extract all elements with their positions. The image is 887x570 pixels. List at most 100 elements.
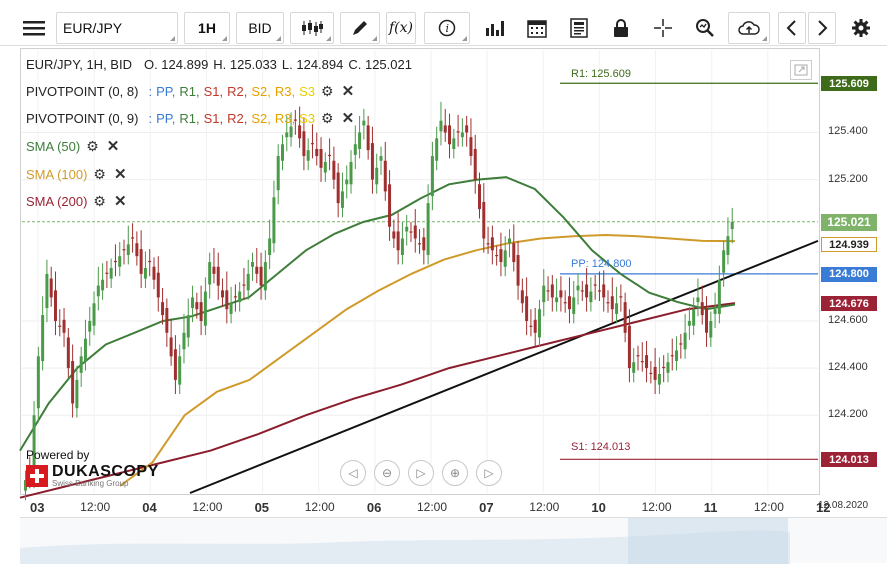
indicator-sma-50[interactable]: SMA (50) ⚙ ✕	[26, 137, 120, 156]
price-side-selector[interactable]: BID	[236, 12, 284, 44]
zoom-in-icon: ⊕	[449, 466, 461, 480]
indicator-name: PIVOTPOINT (0, 9)	[26, 110, 139, 126]
lock-button[interactable]	[604, 12, 638, 44]
expand-button[interactable]	[790, 60, 812, 80]
timeframe-selector[interactable]: 1H	[184, 12, 230, 44]
close-icon[interactable]: ✕	[341, 110, 355, 127]
crosshair-button[interactable]	[646, 12, 680, 44]
zoom-out-button[interactable]: ⊖	[374, 460, 400, 486]
candles-icon	[302, 20, 323, 36]
drawing-button[interactable]	[340, 12, 380, 44]
close-icon[interactable]: ✕	[113, 166, 127, 183]
candle-body	[563, 302, 567, 304]
pivot-s2: S2,	[251, 83, 271, 99]
candle-body	[435, 138, 439, 161]
zoom-icon	[696, 19, 714, 37]
candle-body	[465, 125, 469, 133]
pivot-s3: S3	[299, 83, 315, 99]
dukascopy-logo: Powered by DUKASCOPY Swiss Banking Group	[26, 448, 159, 488]
zoom-in-button[interactable]: ⊕	[442, 460, 468, 486]
candle-body	[623, 302, 627, 333]
close-icon[interactable]: ✕	[106, 138, 120, 155]
calendar-button[interactable]	[520, 12, 554, 44]
candle-body	[627, 325, 631, 369]
scroll-back-button[interactable]: ◁	[340, 460, 366, 486]
indicator-sma-200[interactable]: SMA (200) ⚙ ✕	[26, 192, 127, 211]
candle-body	[66, 337, 70, 369]
candle-body	[191, 297, 195, 309]
indicator-sma-100[interactable]: SMA (100) ⚙ ✕	[26, 165, 127, 184]
menu-icon	[23, 21, 45, 36]
candle-body	[161, 302, 165, 316]
close-icon[interactable]: ✕	[113, 193, 127, 210]
symbol-selector[interactable]: EUR/JPY	[56, 12, 178, 44]
candle-body	[559, 290, 563, 298]
x-tick-label: 12:00	[641, 500, 672, 514]
candle-body	[610, 296, 614, 310]
candle-body	[225, 290, 229, 310]
report-button[interactable]	[562, 12, 596, 44]
candle-body	[289, 126, 293, 138]
gear-icon	[852, 19, 870, 37]
pivot-r2: R2,	[227, 83, 248, 99]
candle-body	[285, 132, 289, 138]
pivot-s3: S3	[299, 110, 315, 126]
candle-body	[525, 296, 529, 321]
candle-body	[251, 262, 255, 267]
indicator-pivot-8[interactable]: PIVOTPOINT (0, 8) : PP, R1, S1, R2, S2, …	[26, 82, 355, 101]
fx-icon: f(x)	[388, 20, 413, 36]
x-tick-label: 12	[816, 500, 831, 515]
scroll-forward-button[interactable]: ▷	[476, 460, 502, 486]
cloud-button[interactable]	[728, 12, 770, 44]
scroll-right-button[interactable]	[808, 12, 836, 44]
candle-body	[131, 237, 135, 239]
candle-body	[473, 148, 477, 180]
pivot-r1: R1,	[179, 110, 200, 126]
menu-button[interactable]	[18, 12, 50, 44]
candle-body	[602, 284, 606, 298]
gear-icon[interactable]: ⚙	[86, 137, 99, 154]
candle-body	[503, 250, 507, 267]
x-tick-label: 05	[254, 500, 270, 515]
candle-body	[323, 161, 327, 173]
ohlc-close: C. 125.021	[348, 57, 412, 72]
gear-icon[interactable]: ⚙	[93, 165, 106, 182]
chart-type-button[interactable]	[290, 12, 334, 44]
candle-body	[400, 238, 404, 256]
candle-body	[263, 262, 267, 291]
indicator-pivot-9[interactable]: PIVOTPOINT (0, 9) : PP, R1, S1, R2, S2, …	[26, 109, 355, 128]
gear-icon[interactable]: ⚙	[321, 109, 334, 126]
scroll-left-button[interactable]	[778, 12, 806, 44]
gear-icon[interactable]: ⚙	[93, 192, 106, 209]
close-icon[interactable]: ✕	[341, 83, 355, 100]
info-button[interactable]: i	[424, 12, 470, 44]
chevron-left-icon	[786, 20, 796, 36]
zoom-tool-button[interactable]	[688, 12, 722, 44]
candle-body	[516, 255, 520, 286]
candle-body	[452, 138, 456, 149]
candle-body	[53, 290, 57, 321]
candle-body	[156, 272, 160, 298]
candle-body	[310, 143, 314, 145]
swiss-cross-icon	[26, 465, 48, 487]
y-tick-label: 124.200	[828, 408, 868, 421]
y-tick-label: 124.400	[828, 361, 868, 374]
volume-button[interactable]	[478, 12, 512, 44]
gear-icon[interactable]: ⚙	[321, 82, 334, 99]
candle-body	[649, 372, 653, 375]
candle-body	[705, 308, 709, 333]
candle-body	[242, 284, 246, 286]
x-tick-label: 10	[591, 500, 606, 515]
candle-body	[482, 201, 486, 239]
reset-zoom-button[interactable]: ▷	[408, 460, 434, 486]
indicators-button[interactable]: f(x)	[386, 12, 416, 44]
candle-body	[88, 320, 92, 332]
candle-body	[443, 125, 447, 133]
candle-body	[692, 309, 696, 326]
navigator-window[interactable]	[628, 518, 788, 564]
navigator[interactable]	[20, 517, 887, 564]
ohlc-low: L. 124.894	[281, 57, 344, 72]
pivot-r1: R1,	[179, 83, 200, 99]
settings-button[interactable]	[846, 12, 876, 44]
candle-body	[216, 266, 220, 286]
